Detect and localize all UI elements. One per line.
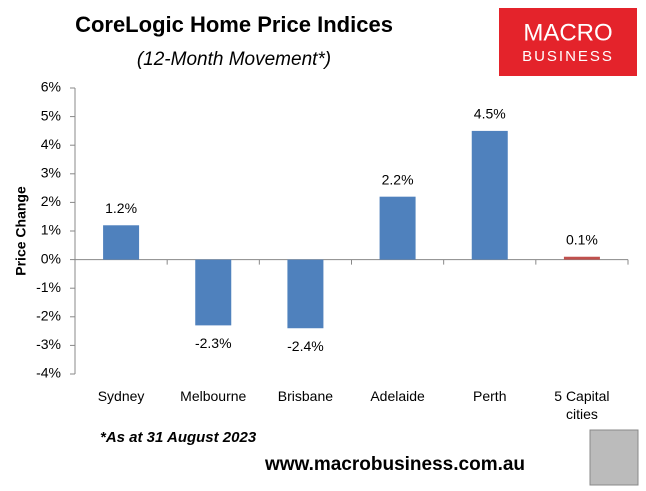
x-tick-label: Adelaide — [370, 388, 425, 404]
value-label: -2.3% — [195, 335, 232, 351]
chart-subtitle: (12-Month Movement*) — [137, 49, 331, 70]
y-tick-label: -4% — [36, 365, 61, 381]
y-tick-label: 0% — [41, 250, 61, 266]
bar — [195, 259, 232, 326]
logo-image — [589, 429, 639, 486]
logo-box — [499, 8, 637, 76]
bar — [563, 256, 600, 260]
logo-line1: MACRO — [523, 19, 612, 46]
value-label: 2.2% — [382, 171, 414, 187]
value-label: 0.1% — [566, 231, 598, 247]
y-tick-label: 3% — [41, 165, 61, 181]
y-tick-label: -1% — [36, 279, 61, 295]
website: www.macrobusiness.com.au — [264, 454, 525, 475]
y-tick-label: -2% — [36, 308, 61, 324]
bar — [287, 259, 324, 329]
value-label: -2.4% — [287, 338, 324, 354]
y-tick-label: 2% — [41, 193, 61, 209]
x-tick-label: Sydney — [97, 388, 145, 404]
y-tick-label: 5% — [41, 107, 61, 123]
y-tick-label: 4% — [41, 136, 61, 152]
x-tick-label: Melbourne — [180, 388, 247, 404]
x-tick-label: Perth — [473, 388, 507, 404]
bar — [471, 130, 508, 260]
value-label: 1.2% — [105, 200, 137, 216]
x-tick-label: 5 Capital cities — [554, 388, 610, 422]
y-tick-label: 6% — [41, 79, 61, 95]
bar — [379, 196, 416, 260]
footnote: *As at 31 August 2023 — [100, 429, 257, 446]
logo-line2: BUSINESS — [522, 48, 614, 65]
y-axis-label: Price Change — [13, 186, 29, 276]
x-tick-label: Brisbane — [277, 388, 334, 404]
bar — [103, 225, 140, 260]
chart-title: CoreLogic Home Price Indices — [75, 12, 393, 37]
y-tick-label: 1% — [41, 222, 61, 238]
value-label: 4.5% — [474, 106, 506, 122]
y-tick-label: -3% — [36, 336, 61, 352]
